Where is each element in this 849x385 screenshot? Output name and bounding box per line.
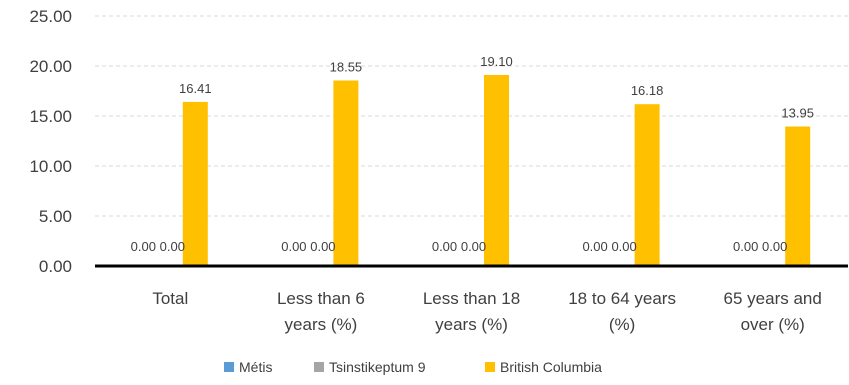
legend: Métis Tsinstikeptum 9 British Columbia: [224, 359, 602, 375]
data-label: 19.10: [480, 54, 513, 69]
legend-label: British Columbia: [500, 359, 602, 375]
data-label: 16.18: [631, 83, 664, 98]
data-label: 0.00: [461, 239, 486, 254]
bar: [634, 104, 660, 266]
data-label: 0.00: [131, 239, 156, 254]
data-label: 16.41: [179, 81, 212, 96]
y-tick-label: 20.00: [29, 57, 72, 76]
y-axis-ticks: 0.00 5.00 10.00 15.00 20.00 25.00: [29, 7, 72, 276]
gridlines: [95, 15, 848, 217]
data-label: 0.00: [733, 239, 758, 254]
category-label: 18 to 64 years: [568, 289, 676, 308]
category-label: 65 years and: [724, 289, 822, 308]
data-labels: 0.00 0.00 16.41 0.00 0.00 18.55 0.00 0.00 19.10 0…: [131, 54, 814, 254]
category-label: years (%): [285, 315, 358, 334]
data-label: 0.00: [432, 239, 457, 254]
category-label: (%): [609, 315, 635, 334]
bar: [333, 80, 359, 266]
legend-label: Tsinstikeptum 9: [329, 359, 426, 375]
data-label: 13.95: [781, 106, 814, 121]
y-tick-label: 5.00: [39, 207, 72, 226]
legend-swatch: [485, 362, 495, 372]
bar: [785, 126, 811, 266]
category-label: years (%): [435, 315, 508, 334]
category-label: Total: [152, 289, 188, 308]
category-labels: Total Less than 6 years (%) Less than 18 yea…: [152, 289, 822, 334]
legend-swatch: [224, 362, 234, 372]
bar: [182, 101, 208, 267]
bars: [182, 75, 811, 267]
data-label: 0.00: [582, 239, 607, 254]
legend-swatch: [314, 362, 324, 372]
data-label: 0.00: [281, 239, 306, 254]
data-label: 0.00: [160, 239, 185, 254]
category-label: over (%): [741, 315, 805, 334]
y-tick-label: 10.00: [29, 157, 72, 176]
bar: [484, 75, 509, 266]
y-tick-label: 15.00: [29, 107, 72, 126]
legend-label: Métis: [239, 359, 272, 375]
data-label: 0.00: [310, 239, 335, 254]
category-label: Less than 18: [423, 289, 520, 308]
y-tick-label: 25.00: [29, 7, 72, 26]
data-label: 0.00: [611, 239, 636, 254]
data-label: 0.00: [762, 239, 787, 254]
category-label: Less than 6: [277, 289, 365, 308]
y-tick-label: 0.00: [39, 257, 72, 276]
data-label: 18.55: [330, 60, 363, 75]
